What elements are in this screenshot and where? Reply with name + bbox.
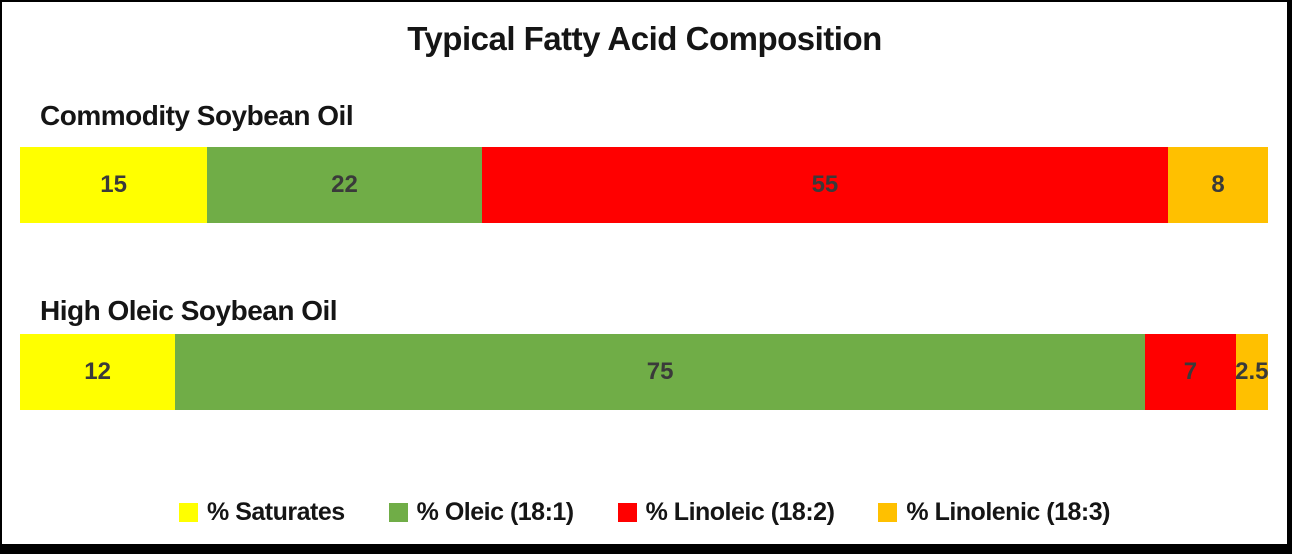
legend-item: % Saturates [179,498,345,527]
legend-swatch-icon [878,503,898,522]
bar-segment: 22 [207,147,482,223]
bar-segment-value: 15 [100,171,127,198]
bar-row: 15 22 55 8 [20,147,1268,223]
category-label: High Oleic Soybean Oil [40,295,338,326]
legend-label: % Linolenic (18:3) [906,498,1110,526]
legend-swatch-icon [388,503,408,522]
bar-segment: 15 [20,147,208,223]
bar-segment: 12 [20,334,176,410]
bar-segment-value: 22 [331,171,358,198]
bar-segment-value: 2.5 [1235,358,1269,385]
category-label: Commodity Soybean Oil [40,100,354,131]
legend-swatch-icon [179,503,199,522]
legend: % Saturates % Oleic (18:1) % Linoleic (18:… [2,498,1287,527]
bar-segment-value: 8 [1211,171,1225,198]
bar-segment: 75 [175,334,1146,410]
bar-segment: 7 [1145,334,1236,410]
chart-title: Typical Fatty Acid Composition [407,20,882,57]
bar-segment: 8 [1168,147,1268,223]
bar-row: 12 75 7 2.5 [20,334,1269,410]
legend-item: % Oleic (18:1) [388,498,574,527]
legend-label: % Linoleic (18:2) [645,498,835,526]
bar-segment-value: 75 [646,358,674,385]
bar-segment-value: 55 [811,171,839,198]
legend-swatch-icon [617,503,637,522]
legend-item: % Linolenic (18:3) [878,498,1110,527]
bar-segment-value: 7 [1183,358,1198,385]
legend-label: % Saturates [207,498,345,526]
bar-segment: 55 [481,147,1169,223]
bars-area: Commodity Soybean Oil 15 22 55 8 High Oleic S… [2,98,1287,410]
bar-segment: 2.5 [1235,334,1269,410]
bar-segment-value: 12 [84,358,111,385]
legend-item: % Linoleic (18:2) [617,498,835,527]
legend-label: % Oleic (18:1) [416,498,574,526]
